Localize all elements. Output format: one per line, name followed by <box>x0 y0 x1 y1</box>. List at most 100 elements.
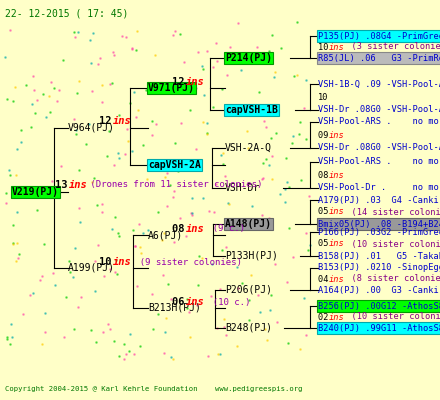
Point <box>277 190 284 197</box>
Point <box>303 135 310 142</box>
Point <box>254 292 261 298</box>
Text: (Drones from 11 sister colonies): (Drones from 11 sister colonies) <box>85 180 262 190</box>
Text: P135(PJ) .08G4 -PrimGreen00: P135(PJ) .08G4 -PrimGreen00 <box>318 32 440 40</box>
Point <box>30 290 37 296</box>
Point <box>171 28 178 34</box>
Point <box>132 46 139 53</box>
Text: VSH-Pool-ARS .    no more: VSH-Pool-ARS . no more <box>318 118 440 126</box>
Point <box>176 31 183 37</box>
Point <box>115 150 122 156</box>
Point <box>221 112 228 118</box>
Text: ins: ins <box>186 77 205 87</box>
Point <box>74 28 81 35</box>
Point <box>178 120 185 126</box>
Point <box>83 141 90 147</box>
Text: A148(PJ): A148(PJ) <box>225 219 272 229</box>
Point <box>234 285 241 291</box>
Point <box>38 272 45 279</box>
Point <box>221 324 228 330</box>
Point <box>303 230 310 236</box>
Text: P214(PJ): P214(PJ) <box>225 53 272 63</box>
Point <box>92 339 99 345</box>
Text: (10 sister colonies): (10 sister colonies) <box>341 312 440 322</box>
Point <box>86 37 93 43</box>
Point <box>304 247 312 253</box>
Point <box>268 176 275 182</box>
Point <box>264 50 271 57</box>
Point <box>160 272 167 278</box>
Point <box>295 131 302 138</box>
Point <box>116 111 123 118</box>
Point <box>183 233 190 240</box>
Point <box>40 240 47 247</box>
Point <box>123 126 130 132</box>
Text: B240(PJ) .99G11 -AthosS80R: B240(PJ) .99G11 -AthosS80R <box>318 324 440 332</box>
Point <box>271 261 279 267</box>
Point <box>301 104 308 111</box>
Point <box>249 203 256 209</box>
Point <box>268 292 275 298</box>
Point <box>138 250 145 256</box>
Point <box>205 353 212 360</box>
Point <box>210 209 217 215</box>
Text: 12: 12 <box>99 116 118 126</box>
Point <box>263 156 270 162</box>
Point <box>110 49 117 56</box>
Text: VSH-Dr .08G0 -VSH-Pool-AR: VSH-Dr .08G0 -VSH-Pool-AR <box>318 106 440 114</box>
Point <box>227 44 234 50</box>
Point <box>175 168 182 174</box>
Text: ins: ins <box>69 180 88 190</box>
Point <box>265 48 272 54</box>
Point <box>143 87 150 93</box>
Point <box>57 162 64 169</box>
Point <box>9 222 16 228</box>
Point <box>243 128 250 134</box>
Point <box>48 178 55 184</box>
Point <box>149 326 156 332</box>
Point <box>183 296 191 302</box>
Point <box>76 204 83 211</box>
Point <box>260 174 267 181</box>
Text: 13: 13 <box>55 180 74 190</box>
Point <box>200 92 207 98</box>
Point <box>71 116 78 123</box>
Point <box>133 28 140 34</box>
Point <box>45 93 52 99</box>
Point <box>209 64 216 70</box>
Point <box>121 151 128 157</box>
Point <box>199 195 206 202</box>
Point <box>104 152 111 159</box>
Point <box>186 334 193 340</box>
Point <box>198 63 205 69</box>
Point <box>7 341 14 348</box>
Point <box>99 201 106 208</box>
Point <box>88 178 95 185</box>
Point <box>222 244 229 250</box>
Point <box>48 78 55 85</box>
Point <box>225 200 232 207</box>
Point <box>116 154 123 161</box>
Point <box>203 130 210 136</box>
Text: 06: 06 <box>172 297 191 307</box>
Point <box>161 350 168 356</box>
Point <box>301 295 308 301</box>
Point <box>98 209 105 216</box>
Point <box>233 264 240 270</box>
Point <box>120 356 127 362</box>
Point <box>10 98 17 104</box>
Point <box>11 84 18 90</box>
Point <box>193 146 200 152</box>
Point <box>214 350 221 357</box>
Point <box>52 282 59 288</box>
Text: VSH-2A-Q: VSH-2A-Q <box>225 143 272 153</box>
Point <box>268 135 275 141</box>
Point <box>291 73 298 79</box>
Point <box>60 57 67 63</box>
Point <box>268 32 275 38</box>
Point <box>128 46 135 52</box>
Point <box>288 139 295 146</box>
Point <box>13 257 20 264</box>
Point <box>152 121 159 127</box>
Point <box>71 33 78 40</box>
Point <box>203 48 210 54</box>
